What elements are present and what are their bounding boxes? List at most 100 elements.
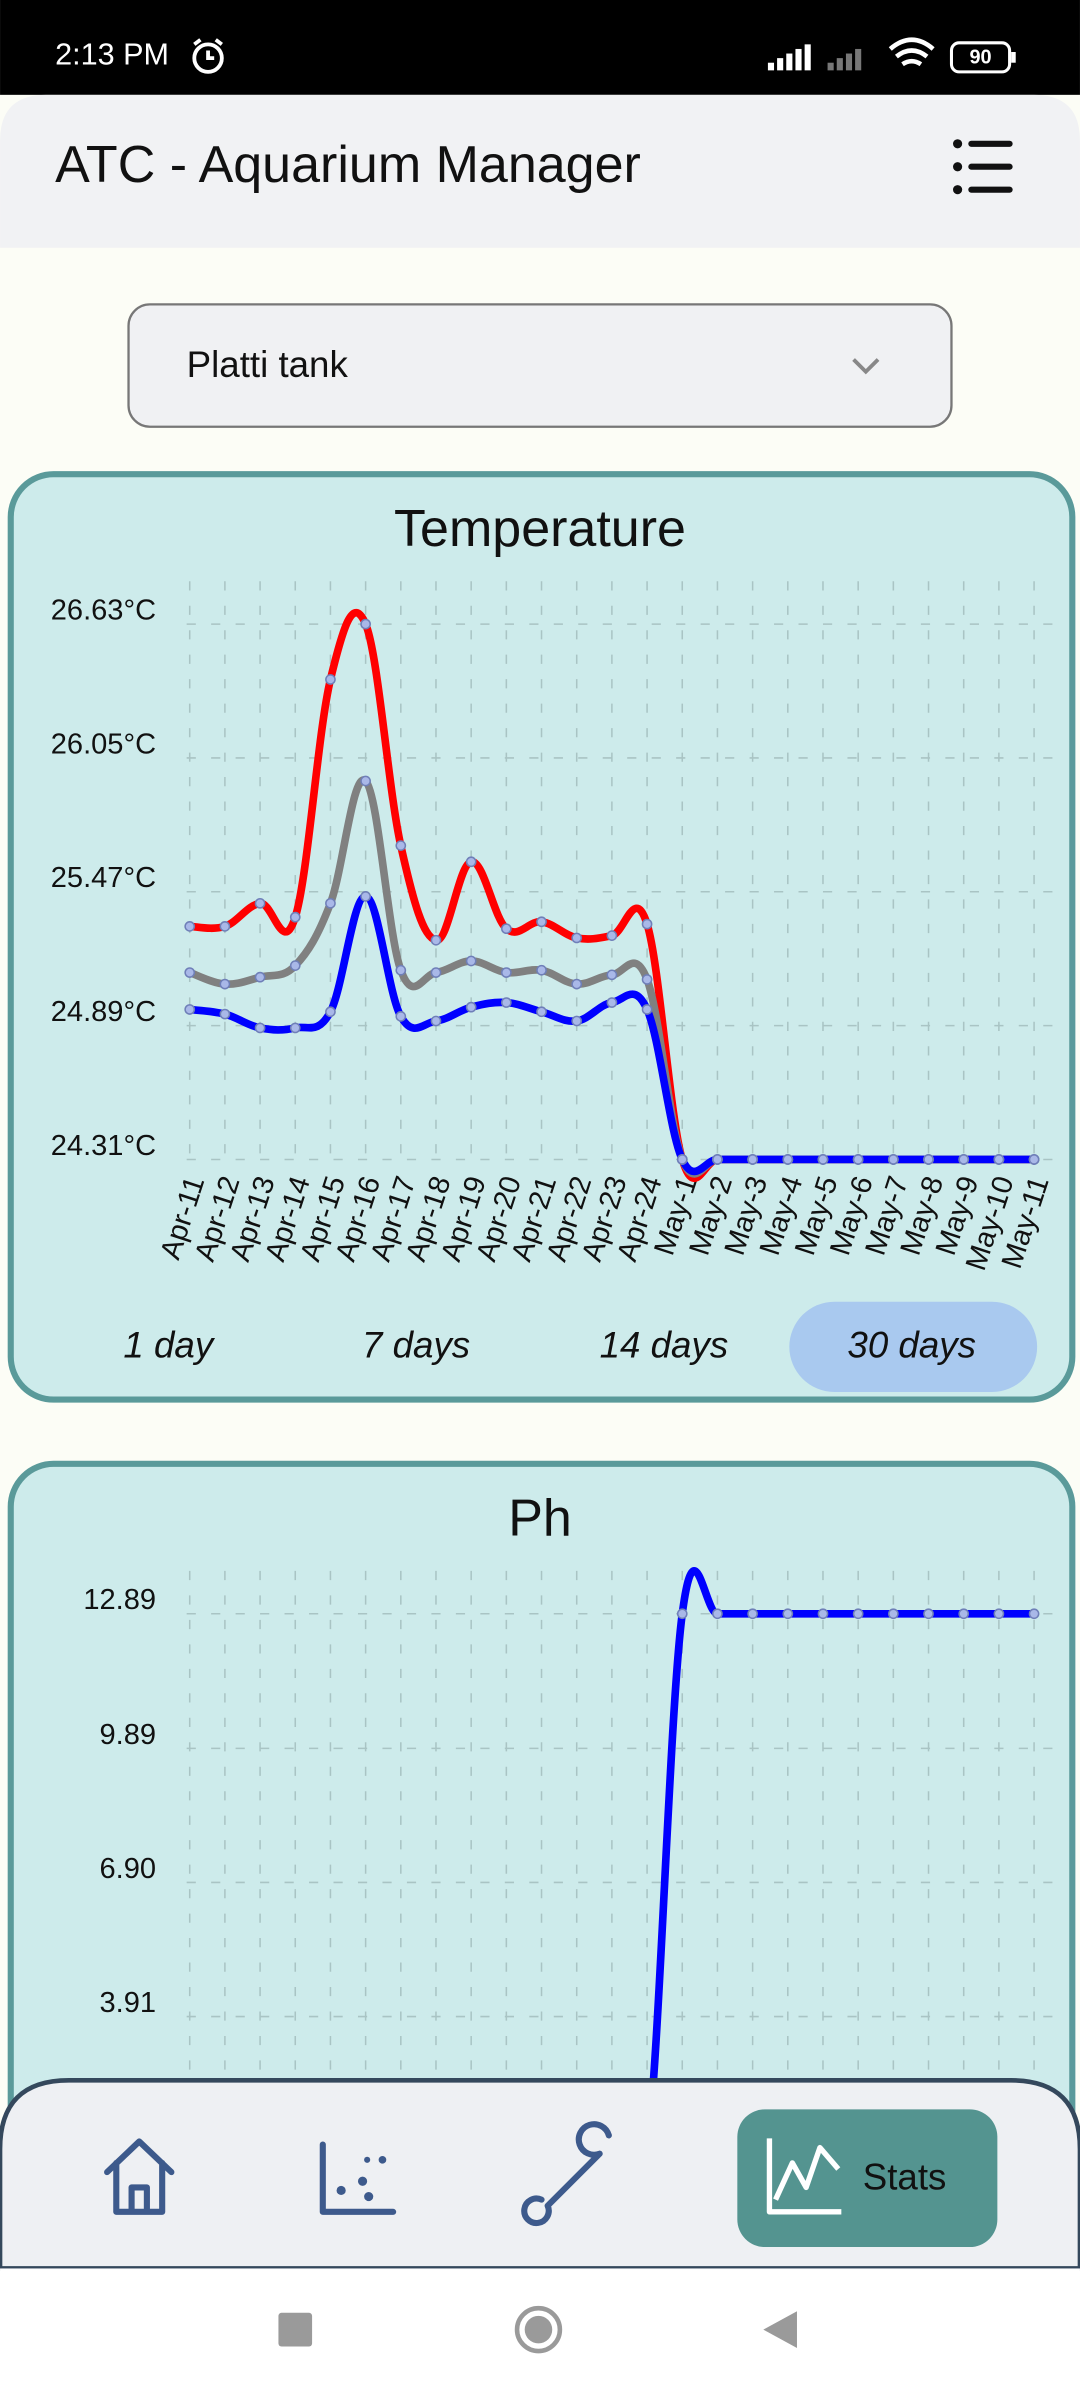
tank-select-value: Platti tank bbox=[187, 344, 349, 385]
data-point bbox=[395, 840, 407, 851]
range-button[interactable]: 1 day bbox=[123, 1324, 215, 1365]
app-title: ATC - Aquarium Manager bbox=[55, 136, 641, 194]
nav-maintenance[interactable] bbox=[521, 2121, 612, 2227]
battery-tip bbox=[1011, 52, 1016, 63]
data-point bbox=[747, 1608, 758, 1620]
alarm-icon bbox=[192, 38, 224, 74]
data-point bbox=[500, 997, 512, 1008]
data-point bbox=[395, 1011, 407, 1022]
data-point bbox=[923, 1154, 934, 1165]
data-point bbox=[1028, 1608, 1040, 1620]
data-point bbox=[993, 1154, 1005, 1165]
data-point bbox=[360, 891, 371, 902]
status-bar bbox=[0, 0, 1080, 95]
data-point bbox=[993, 1608, 1005, 1620]
chart-title: Ph bbox=[508, 1490, 572, 1548]
data-point bbox=[289, 1022, 301, 1034]
data-point bbox=[500, 967, 512, 978]
nav-home[interactable] bbox=[104, 2138, 175, 2215]
recents-button[interactable] bbox=[278, 2312, 313, 2347]
data-point bbox=[676, 1608, 688, 1620]
data-point bbox=[184, 967, 196, 978]
data-point bbox=[747, 1154, 758, 1165]
y-tick-label: 26.63°C bbox=[51, 595, 156, 627]
data-point bbox=[712, 1608, 723, 1620]
signal-icon-2 bbox=[827, 48, 862, 71]
data-point bbox=[254, 971, 266, 983]
data-point bbox=[606, 930, 618, 941]
tank-select[interactable]: Platti tank bbox=[127, 303, 953, 428]
y-tick-label: 26.05°C bbox=[51, 728, 156, 760]
data-point bbox=[782, 1154, 794, 1165]
data-point bbox=[852, 1608, 864, 1620]
data-point bbox=[676, 1154, 688, 1165]
data-point bbox=[536, 1006, 547, 1018]
data-point bbox=[641, 974, 653, 985]
data-point bbox=[219, 978, 231, 990]
data-point bbox=[254, 897, 266, 909]
y-tick-label: 12.89 bbox=[83, 1584, 156, 1616]
data-point bbox=[289, 960, 301, 971]
data-point bbox=[641, 1004, 653, 1015]
chart: Temperature 24.31°C 24.89°C 25.47°C 26.05°C 2… bbox=[51, 500, 1065, 1274]
y-tick-label: 6.90 bbox=[100, 1853, 157, 1885]
y-tick-label: 25.47°C bbox=[51, 862, 156, 894]
data-point bbox=[360, 775, 371, 787]
data-point bbox=[184, 1004, 196, 1015]
data-point bbox=[536, 916, 547, 928]
data-point bbox=[325, 1006, 336, 1018]
data-point bbox=[219, 921, 231, 932]
wifi-icon bbox=[888, 37, 935, 67]
data-point bbox=[395, 964, 407, 976]
charts: Temperature 24.31°C 24.89°C 25.47°C 26.05°C 2… bbox=[51, 500, 1065, 2198]
data-point bbox=[465, 1001, 477, 1013]
range-button[interactable]: 14 days bbox=[600, 1324, 729, 1365]
battery-icon bbox=[949, 41, 1012, 74]
y-tick-label: 24.31°C bbox=[51, 1130, 156, 1162]
data-point bbox=[606, 997, 618, 1008]
battery-level: 90 bbox=[969, 46, 991, 68]
back-button[interactable] bbox=[763, 2311, 797, 2348]
temperature-card bbox=[7, 471, 1076, 1403]
range-button[interactable]: 7 days bbox=[362, 1324, 470, 1365]
data-point bbox=[184, 921, 196, 932]
data-point bbox=[571, 1015, 583, 1027]
data-point bbox=[500, 923, 512, 935]
data-point bbox=[325, 674, 336, 685]
data-point bbox=[782, 1608, 794, 1620]
data-point bbox=[571, 932, 583, 944]
nav-stats-label: Stats bbox=[863, 2156, 947, 2197]
data-point bbox=[536, 964, 547, 976]
data-point bbox=[641, 918, 653, 930]
data-point bbox=[712, 1154, 723, 1165]
menu-button[interactable] bbox=[951, 139, 1013, 195]
data-point bbox=[219, 1008, 231, 1020]
nav-stats[interactable]: Stats bbox=[737, 2109, 998, 2248]
data-point bbox=[852, 1154, 864, 1165]
data-point bbox=[817, 1608, 829, 1620]
app-bar bbox=[0, 94, 1080, 248]
y-tick-label: 3.91 bbox=[100, 1987, 157, 2019]
data-point bbox=[430, 1015, 442, 1027]
home-button[interactable] bbox=[514, 2305, 563, 2354]
signal-icon bbox=[767, 44, 811, 71]
data-point bbox=[430, 967, 442, 978]
data-point bbox=[430, 934, 442, 946]
data-point bbox=[887, 1608, 899, 1620]
y-tick-label: 9.89 bbox=[100, 1719, 157, 1751]
data-point bbox=[958, 1154, 970, 1165]
range-button-label: 7 days bbox=[362, 1324, 470, 1365]
dropdown-chevron bbox=[852, 358, 880, 375]
data-point bbox=[325, 897, 336, 909]
data-point bbox=[465, 856, 477, 868]
chart-title: Temperature bbox=[394, 500, 686, 558]
data-point bbox=[817, 1154, 829, 1165]
range-button[interactable]: 30 days bbox=[789, 1301, 1038, 1392]
range-button-label: 14 days bbox=[600, 1324, 729, 1365]
data-point bbox=[289, 911, 301, 923]
nav-charts[interactable] bbox=[319, 2141, 397, 2215]
data-point bbox=[1028, 1154, 1040, 1165]
range-button-selected-bg bbox=[789, 1301, 1038, 1392]
